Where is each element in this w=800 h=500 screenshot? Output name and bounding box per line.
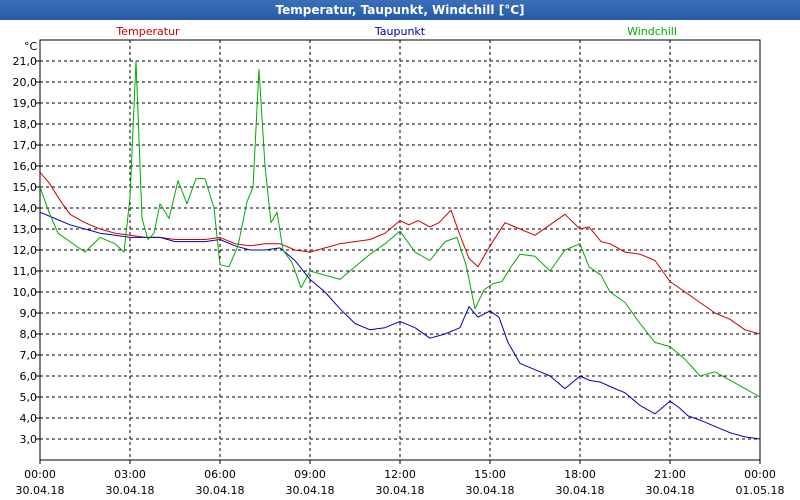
legend-temperatur: Temperatur bbox=[115, 25, 180, 38]
y-tick-label: 12,0 bbox=[13, 244, 38, 257]
line-chart: 3,0 4,0 5,0 6,0 7,0 8,0 9,0 10,0 11,0 12,0 13,0 14,… bbox=[13, 25, 785, 497]
x-tick-date: 30.04.18 bbox=[376, 484, 425, 497]
y-tick-label: 4,0 bbox=[20, 412, 38, 425]
y-tick-label: 14,0 bbox=[13, 202, 38, 215]
y-tick-label: 19,0 bbox=[13, 97, 38, 110]
legend: Temperatur Taupunkt Windchill bbox=[115, 25, 677, 38]
y-tick-label: 8,0 bbox=[20, 328, 38, 341]
y-tick-label: 17,0 bbox=[13, 139, 38, 152]
x-tick-time: 00:00 bbox=[24, 468, 56, 481]
chart-title: Temperatur, Taupunkt, Windchill [°C] bbox=[0, 0, 800, 20]
legend-taupunkt: Taupunkt bbox=[374, 25, 426, 38]
x-tick-time: 09:00 bbox=[294, 468, 326, 481]
x-axis: 00:00 30.04.18 03:00 30.04.18 06:00 30.04.18 0… bbox=[16, 460, 785, 497]
series-line-windchill bbox=[39, 60, 761, 398]
y-tick-label: 11,0 bbox=[13, 265, 38, 278]
y-tick-label: 5,0 bbox=[20, 391, 38, 404]
grid-lines bbox=[40, 40, 760, 460]
y-tick-label: 16,0 bbox=[13, 160, 38, 173]
y-tick-label: 13,0 bbox=[13, 223, 38, 236]
y-tick-label: 7,0 bbox=[20, 349, 38, 362]
y-tick-label: 10,0 bbox=[13, 286, 38, 299]
x-tick-time: 00:00 bbox=[744, 468, 776, 481]
x-tick-time: 21:00 bbox=[654, 468, 686, 481]
y-axis-label: °C bbox=[24, 40, 38, 53]
legend-windchill: Windchill bbox=[627, 25, 677, 38]
x-tick-date: 30.04.18 bbox=[196, 484, 245, 497]
y-tick-label: 18,0 bbox=[13, 118, 38, 131]
y-tick-label: 21,0 bbox=[13, 55, 38, 68]
x-tick-time: 15:00 bbox=[474, 468, 506, 481]
x-tick-time: 06:00 bbox=[204, 468, 236, 481]
y-axis: 3,0 4,0 5,0 6,0 7,0 8,0 9,0 10,0 11,0 12,0 13,0 14,… bbox=[13, 55, 40, 446]
y-tick-label: 9,0 bbox=[20, 307, 38, 320]
x-tick-date: 30.04.18 bbox=[556, 484, 605, 497]
x-tick-time: 12:00 bbox=[384, 468, 416, 481]
x-tick-date: 01.05.18 bbox=[736, 484, 785, 497]
y-tick-label: 3,0 bbox=[20, 433, 38, 446]
y-tick-label: 20,0 bbox=[13, 76, 38, 89]
y-tick-label: 6,0 bbox=[20, 370, 38, 383]
series-line-taupunkt bbox=[39, 211, 761, 440]
x-tick-date: 30.04.18 bbox=[286, 484, 335, 497]
series-lines bbox=[39, 60, 761, 440]
x-tick-date: 30.04.18 bbox=[466, 484, 515, 497]
x-tick-time: 03:00 bbox=[114, 468, 146, 481]
x-tick-date: 30.04.18 bbox=[646, 484, 695, 497]
x-tick-time: 18:00 bbox=[564, 468, 596, 481]
y-tick-label: 15,0 bbox=[13, 181, 38, 194]
x-tick-date: 30.04.18 bbox=[106, 484, 155, 497]
x-tick-date: 30.04.18 bbox=[16, 484, 65, 497]
